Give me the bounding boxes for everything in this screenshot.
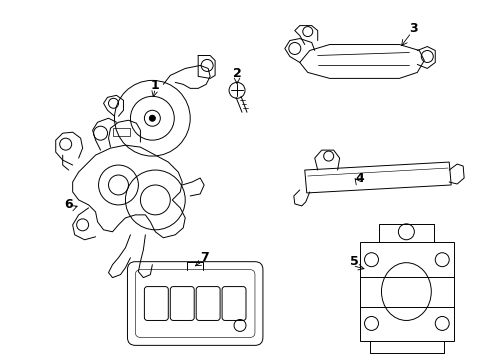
Text: 6: 6	[64, 198, 73, 211]
Bar	[359, 242, 453, 341]
Text: 5: 5	[349, 255, 358, 268]
Text: 4: 4	[354, 171, 363, 185]
Text: 2: 2	[232, 67, 241, 80]
Circle shape	[149, 115, 155, 121]
Bar	[112, 128, 130, 136]
Text: 3: 3	[408, 22, 417, 35]
Text: 7: 7	[200, 251, 208, 264]
Text: 1: 1	[151, 79, 160, 92]
